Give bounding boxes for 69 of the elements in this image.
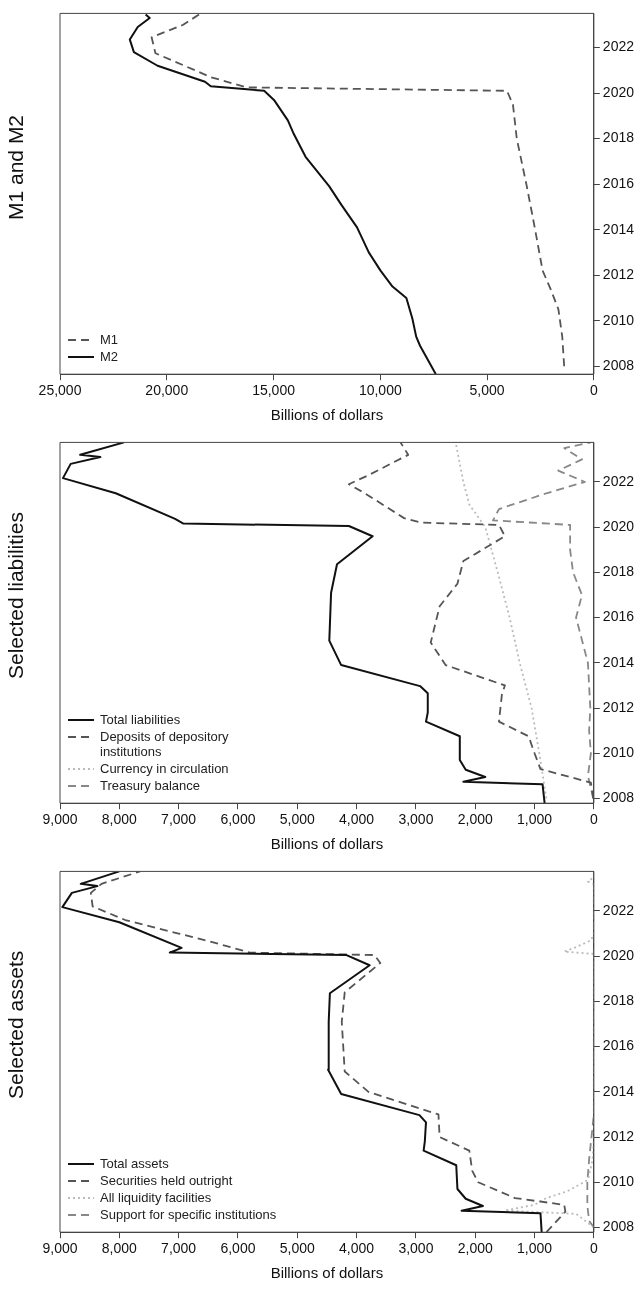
text: M1 and M2 <box>4 113 28 222</box>
x-tick-label: 7,000 <box>161 811 197 828</box>
x-tick-label: 10,000 <box>358 382 402 399</box>
x-tick-label: 6,000 <box>220 811 256 828</box>
x-tick-label: 4,000 <box>339 811 375 828</box>
legend-label: M2 <box>100 349 119 365</box>
x-tick-label: 7,000 <box>161 1240 197 1257</box>
line-series <box>150 13 566 368</box>
y-tick-label: 2014 <box>602 653 635 670</box>
x-tick-label: 3,000 <box>398 1240 434 1257</box>
y-tick-label: 2014 <box>602 220 635 237</box>
x-tick-label: 15,000 <box>252 382 296 399</box>
y-tick-label: 2022 <box>602 901 635 918</box>
x-tick-label: 0 <box>589 1240 598 1257</box>
legend-label: All liquidity facilities <box>100 1190 212 1206</box>
y-tick-label: 2016 <box>602 1037 635 1054</box>
y-tick-label: 2014 <box>602 1082 635 1099</box>
y-tick-label: 2022 <box>602 472 635 489</box>
legend-label: Total assets <box>100 1156 169 1172</box>
y-tick-label: 2020 <box>602 518 635 535</box>
text: Selected liabilities <box>4 511 28 682</box>
y-tick-label: 2016 <box>602 608 635 625</box>
x-tick-label: 20,000 <box>145 382 189 399</box>
y-tick-label: 2016 <box>602 174 635 191</box>
x-tick-label: 25,000 <box>38 382 82 399</box>
legend-label: Securities held outright <box>100 1173 233 1189</box>
y-tick-label: 2018 <box>602 992 635 1009</box>
y-tick-label: 2018 <box>602 129 635 146</box>
x-tick-label: 2,000 <box>457 1240 493 1257</box>
x-tick-label: 0 <box>589 811 598 828</box>
legend-label: M1 <box>100 332 119 348</box>
x-tick-label: 0 <box>589 382 598 399</box>
y-tick-label: 2010 <box>602 311 635 328</box>
x-tick-label: 9,000 <box>42 1240 78 1257</box>
x-tick-label: 8,000 <box>101 1240 138 1257</box>
line-series <box>347 442 594 800</box>
x-tick-label: 3,000 <box>398 811 434 828</box>
x-tick-label: 9,000 <box>42 811 78 828</box>
y-tick-label: 2008 <box>602 789 635 806</box>
x-tick-label: 5,000 <box>279 811 315 828</box>
y-tick-label: 2008 <box>602 1218 635 1235</box>
text: Selected assets <box>4 949 28 1102</box>
y-tick-label: 2012 <box>602 266 635 283</box>
legend-label: Support for specific institutions <box>100 1207 277 1223</box>
y-tick-label: 2010 <box>602 1173 635 1190</box>
x-tick-label: 8,000 <box>101 811 138 828</box>
legend-label: Treasury balance <box>100 778 200 794</box>
x-tick-label: 1,000 <box>517 1240 553 1257</box>
legend-label: Deposits of depository institutions <box>100 729 230 760</box>
y-tick-label: 2020 <box>602 947 635 964</box>
legend-label: Currency in circulation <box>100 761 229 777</box>
x-tick-label: 5,000 <box>469 382 505 399</box>
y-tick-label: 2012 <box>602 1127 635 1144</box>
y-tick-label: 2010 <box>602 744 635 761</box>
x-tick-label: 2,000 <box>457 811 493 828</box>
x-tick-label: 6,000 <box>220 1240 256 1257</box>
x-tick-label: 4,000 <box>339 1240 375 1257</box>
x-tick-label: 5,000 <box>279 1240 315 1257</box>
y-tick-label: 2012 <box>602 698 635 715</box>
x-tick-label: 1,000 <box>517 811 553 828</box>
y-tick-label: 2020 <box>602 83 635 100</box>
x-axis-title: Billions of dollars <box>270 835 384 853</box>
legend-label: Total liabilities <box>100 712 181 728</box>
y-tick-label: 2022 <box>602 38 635 55</box>
line-series <box>454 442 548 800</box>
y-tick-label: 2008 <box>602 357 635 374</box>
x-axis-title: Billions of dollars <box>270 406 384 424</box>
y-tick-label: 2018 <box>602 563 635 580</box>
x-axis-title: Billions of dollars <box>270 1264 384 1282</box>
